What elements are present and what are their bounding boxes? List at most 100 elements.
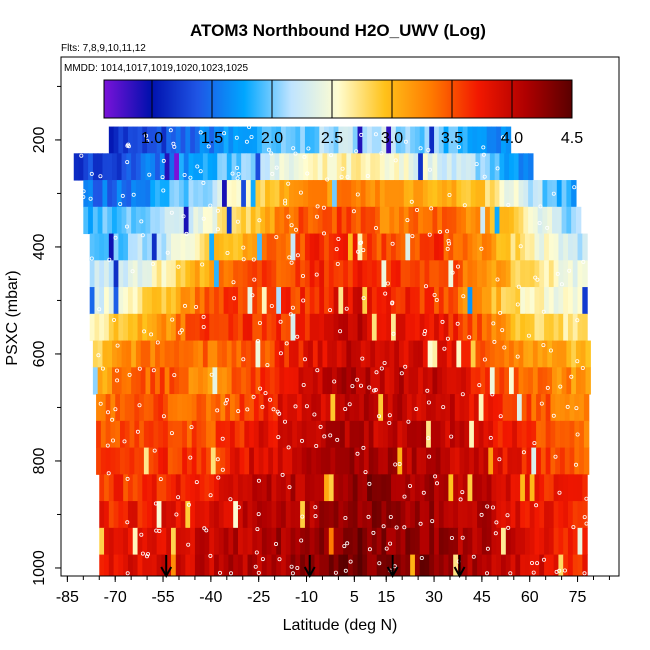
heatmap-cell [126,153,132,181]
heatmap-cell [371,474,378,502]
heatmap-cell [343,287,349,315]
heatmap-cell [269,153,276,181]
heatmap-cell [430,447,437,475]
colorbar: 1.0 1.5 2.0 2.5 3.0 3.5 4.0 4.5 [103,79,583,147]
heatmap-cell [233,313,239,342]
heatmap-cell [317,180,324,208]
heatmap-cell [274,206,281,235]
heatmap-cell [290,501,296,529]
sample-dot [263,391,268,396]
heatmap-cell [521,447,528,475]
heatmap-cell [477,313,483,342]
heatmap-cell [290,313,296,342]
sample-dot [228,497,233,502]
heatmap-cell [395,554,402,576]
heatmap-cell [236,367,242,395]
heatmap-cell [137,287,143,315]
heatmap-cell [317,153,324,181]
heatmap-cell [513,180,520,208]
heatmap-cell [121,206,127,235]
heatmap-cell [151,126,158,154]
heatmap-cell [544,554,550,576]
heatmap-cell [151,527,158,556]
heatmap-cell [290,287,296,315]
heatmap-cell [524,260,531,288]
heatmap-cell [354,394,360,422]
heatmap-cell [548,554,555,576]
heatmap-cell [113,554,119,576]
heatmap-cell [269,180,276,208]
heatmap-cell [150,180,156,208]
heatmap-cell [304,313,311,342]
heatmap-cell [268,420,274,449]
heatmap-cell [532,367,539,395]
heatmap-cell [309,501,316,529]
heatmap-cell [454,420,461,449]
heatmap-cell [539,501,545,529]
heatmap-cell [112,367,118,395]
x-tick-label: 45 [473,589,491,606]
sample-dot [194,480,199,485]
heatmap-cell [352,287,359,315]
heatmap-cell [486,527,493,556]
heatmap-cell [131,206,137,235]
sample-dot [287,485,292,490]
heatmap-cell [166,554,172,576]
heatmap-cell [285,554,292,576]
heatmap-cell [405,233,411,261]
heatmap-cell [104,474,110,502]
heatmap-cell [118,126,124,154]
heatmap-cell [577,554,583,576]
sample-dot [290,305,295,310]
heatmap-cell [265,180,271,208]
heatmap-cell [260,367,266,395]
sample-dot [306,146,311,151]
heatmap-cell [214,287,220,315]
heatmap-cell [257,501,263,529]
heatmap-cell [429,126,435,154]
heatmap-cell [456,367,462,395]
heatmap-cell [438,126,445,154]
heatmap-cell [210,447,217,475]
heatmap-cell [491,313,497,342]
heatmap-cell [365,367,371,395]
sample-dot [216,475,221,480]
heatmap-cell [293,153,300,181]
sample-dot [300,273,305,278]
heatmap-cell [371,554,378,576]
heatmap-cell [375,153,381,181]
heatmap-cell [355,153,362,181]
heatmap-cell [563,501,569,529]
heatmap-cell [123,554,129,576]
heatmap-cell [367,501,373,529]
heatmap-cell [523,340,529,368]
sample-dot [342,544,347,549]
sample-dot [373,387,378,392]
heatmap-cell [231,180,237,208]
sample-dot [188,175,193,180]
heatmap-cell [174,206,180,235]
heatmap-cell [451,206,457,235]
heatmap-cell [314,554,320,576]
heatmap-cell [319,474,325,502]
heatmap-cell [478,394,485,422]
heatmap-cell [427,367,434,395]
heatmap-cell [384,180,391,208]
heatmap-cell [309,260,316,288]
heatmap-cell [212,153,218,181]
sample-dot [581,259,586,264]
heatmap-cell [142,527,148,556]
heatmap-cell [462,554,469,576]
heatmap-cell [561,367,567,395]
heatmap-cell [332,180,338,208]
heatmap-cell [273,394,279,422]
heatmap-cell [257,287,263,315]
heatmap-cell [252,313,258,342]
heatmap-cell [351,206,357,235]
heatmap-cell [351,367,357,395]
heatmap-cell [536,394,542,422]
heatmap-cell [156,527,163,556]
heatmap-cell [481,527,488,556]
sample-dot [130,269,135,274]
sample-dot [223,401,228,406]
